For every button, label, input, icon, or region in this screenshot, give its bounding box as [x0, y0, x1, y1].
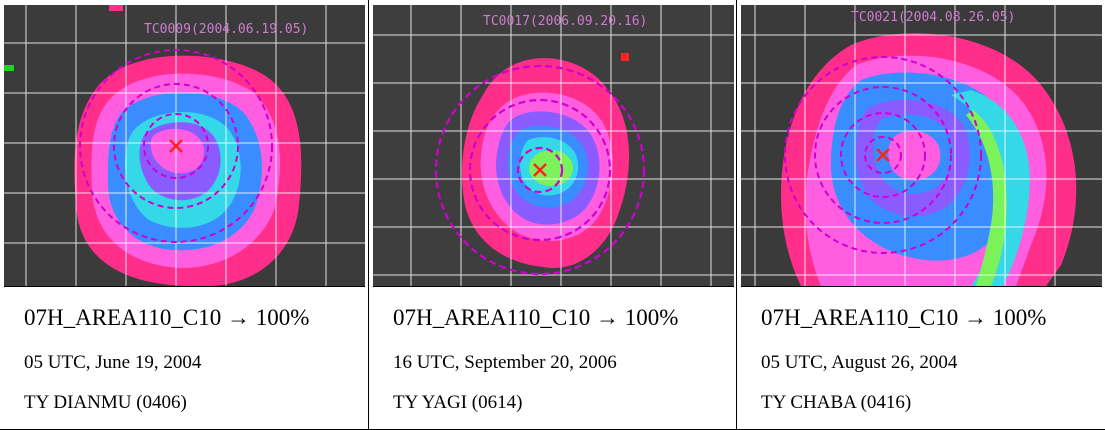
caption-time: 05 UTC, June 19, 2004	[24, 352, 202, 373]
caption-yagi: 07H_AREA110_C10 → 100% 16 UTC, September…	[373, 286, 734, 430]
satellite-image-chaba: TC0021(2004.08.26.05)	[741, 5, 1102, 286]
caption-storm-name: TY DIANMU (0406)	[24, 392, 187, 413]
image-label-yagi: TC0017(2006.09.20.16)	[483, 14, 647, 29]
caption-storm-name: TY CHABA (0416)	[761, 392, 912, 413]
panel-dianmu: TC0009(2004.06.19.05) 07H_AREA110_C10 → …	[0, 0, 368, 430]
panel-yagi: TC0017(2006.09.20.16) 07H_AREA110_C10 → …	[368, 0, 736, 430]
image-label-chaba: TC0021(2004.08.26.05)	[851, 10, 1015, 25]
caption-title: 07H_AREA110_C10 → 100%	[761, 305, 1047, 330]
satellite-image-dianmu: TC0009(2004.06.19.05)	[4, 5, 365, 286]
caption-title: 07H_AREA110_C10 → 100%	[393, 305, 679, 330]
caption-storm-name: TY YAGI (0614)	[393, 392, 523, 413]
caption-chaba: 07H_AREA110_C10 → 100% 05 UTC, August 26…	[741, 286, 1102, 430]
caption-dianmu: 07H_AREA110_C10 → 100% 05 UTC, June 19, …	[4, 286, 365, 430]
panel-chaba: TC0021(2004.08.26.05) 07H_AREA110_C10 → …	[736, 0, 1104, 430]
caption-time: 05 UTC, August 26, 2004	[761, 352, 958, 373]
caption-time: 16 UTC, September 20, 2006	[393, 352, 617, 373]
caption-title: 07H_AREA110_C10 → 100%	[24, 305, 310, 330]
image-label-dianmu: TC0009(2004.06.19.05)	[144, 22, 308, 37]
satellite-image-yagi: TC0017(2006.09.20.16)	[373, 5, 734, 286]
